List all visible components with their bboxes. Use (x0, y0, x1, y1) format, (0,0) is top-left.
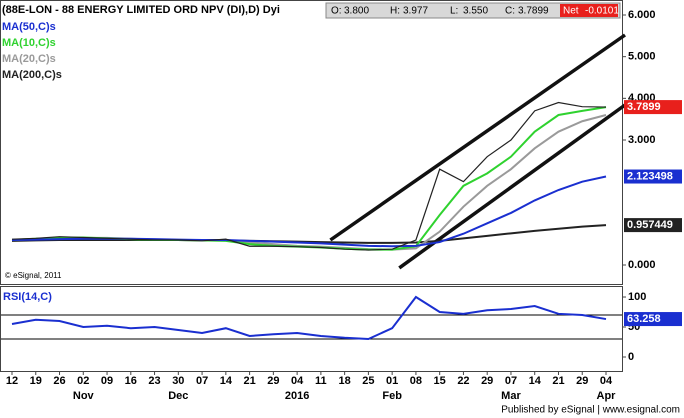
quote-value: 3.550 (463, 6, 488, 17)
legend-entry: MA(50,C)s (2, 21, 56, 33)
x-tick-label: 23 (148, 375, 160, 387)
rsi-title: RSI(14,C) (3, 291, 52, 303)
x-tick-label: 21 (243, 375, 255, 387)
x-tick-label: 11 (315, 375, 327, 387)
value-marker (624, 312, 682, 327)
legend-entry: MA(200,C)s (2, 69, 62, 81)
watermark: © eSignal, 2011 (5, 271, 62, 280)
quote-label: C: (505, 6, 515, 17)
quote-label: Net (563, 6, 579, 17)
x-tick-label: 14 (220, 375, 233, 387)
quote-label: O: (331, 6, 342, 17)
series-line (11, 224, 607, 244)
net-box (560, 4, 618, 17)
value-marker-label: 2.123498 (627, 170, 673, 182)
x-tick-label: 14 (529, 375, 542, 387)
x-tick-label: 18 (339, 375, 351, 387)
rsi-panel (0, 286, 623, 372)
value-marker (624, 100, 682, 115)
y-tick-label: 0 (628, 351, 634, 363)
x-tick-label: 15 (434, 375, 446, 387)
quote-label: H: (390, 6, 400, 17)
quote-value: 3.7899 (518, 6, 549, 17)
value-marker-label: 3.7899 (627, 101, 661, 113)
x-tick-label: 29 (576, 375, 588, 387)
x-tick-label: 04 (291, 375, 304, 387)
x-tick-label: 04 (600, 375, 613, 387)
trendline (329, 33, 627, 242)
footer: Published by eSignal | www.esignal.com (501, 405, 680, 416)
x-tick-label: 07 (196, 375, 208, 387)
x-group-label: Apr (597, 390, 617, 402)
legend-entry: MA(20,C)s (2, 53, 56, 65)
x-tick-label: 29 (481, 375, 493, 387)
chart-title: (88E-LON - 88 ENERGY LIMITED ORD NPV (DI… (2, 4, 280, 16)
quote-value: 3.977 (403, 6, 428, 17)
y-tick-label: 0.000 (628, 259, 656, 271)
quote-label: L: (450, 6, 458, 17)
value-marker (624, 218, 682, 233)
y-tick-label: 100 (628, 291, 646, 303)
quote-value: 3.800 (344, 6, 369, 17)
value-marker (624, 169, 682, 184)
x-tick-label: 26 (53, 375, 65, 387)
x-tick-label: 12 (6, 375, 18, 387)
x-group-label: Dec (168, 390, 188, 402)
x-tick-label: 29 (267, 375, 279, 387)
x-group-label: Feb (382, 390, 402, 402)
x-group-label: Mar (501, 390, 521, 402)
x-tick-label: 21 (552, 375, 564, 387)
x-tick-label: 16 (125, 375, 137, 387)
x-group-label: 2016 (285, 390, 309, 402)
x-tick-label: 07 (505, 375, 517, 387)
x-tick-label: 25 (362, 375, 374, 387)
quote-box (325, 2, 621, 19)
quote-value: -0.0101 (585, 6, 619, 17)
x-tick-label: 01 (386, 375, 398, 387)
y-tick-label: 5.000 (628, 51, 656, 63)
series-line (11, 101, 607, 251)
legend-entry: MA(10,C)s (2, 37, 56, 49)
x-group-label: Nov (73, 390, 95, 402)
x-tick-label: 02 (77, 375, 89, 387)
x-tick-label: 08 (410, 375, 422, 387)
x-tick-label: 30 (172, 375, 184, 387)
value-marker-label: 63.258 (627, 313, 661, 325)
x-tick-label: 09 (101, 375, 113, 387)
y-tick-label: 6.000 (628, 9, 656, 21)
x-tick-label: 22 (457, 375, 469, 387)
x-tick-label: 19 (30, 375, 42, 387)
series-line (11, 295, 607, 341)
y-tick-label: 3.000 (628, 134, 656, 146)
value-marker-label: 0.957449 (627, 219, 673, 231)
